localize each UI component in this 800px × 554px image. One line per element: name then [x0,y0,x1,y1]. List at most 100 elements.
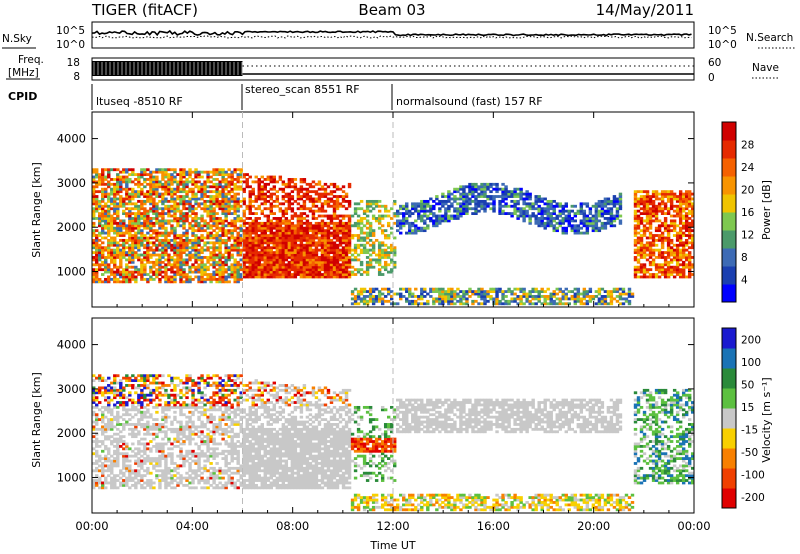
heatmap-cell [188,175,192,179]
heatmap-cell [230,268,234,272]
heatmap-cell [660,234,665,237]
heatmap-cell [194,229,198,233]
heatmap-cell [405,287,409,291]
heatmap-cell [269,251,273,254]
heatmap-cell [639,241,644,245]
heatmap-cell [158,258,162,262]
heatmap-cell [588,207,593,211]
heatmap-cell [152,265,156,269]
heatmap-cell [98,251,102,254]
heatmap-cell [137,224,141,228]
heatmap-cell [92,273,96,276]
heatmap-cell [636,241,641,245]
heatmap-cell [645,192,650,196]
heatmap-cell [146,192,150,196]
heatmap-cell [299,246,304,250]
heatmap-cell [408,229,412,233]
heatmap-cell [305,263,310,267]
heatmap-cell [95,238,99,242]
heatmap-cell [576,231,581,235]
heatmap-cell [399,295,403,298]
heatmap-cell [254,260,258,264]
heatmap-cell [224,185,228,189]
heatmap-cell [107,195,111,198]
heatmap-cell [513,195,517,198]
heatmap-cell [462,199,466,203]
heatmap-cell [666,199,671,203]
heatmap-cell [254,221,258,225]
heatmap-cell [326,234,331,237]
heatmap-cell [386,287,391,291]
heatmap-cell [471,299,475,303]
heatmap-cell [215,280,219,284]
heatmap-cell [317,187,322,191]
heatmap-cell [140,190,144,194]
heatmap-cell [260,192,264,196]
heatmap-cell [290,258,295,262]
heatmap-cell [209,236,213,240]
heatmap-cell [441,290,445,293]
heatmap-cell [537,199,541,203]
heatmap-cell [233,260,237,264]
heatmap-cell [582,217,587,220]
heatmap-cell [432,221,436,225]
heatmap-cell [206,212,210,215]
heatmap-cell [423,199,427,203]
heatmap-cell [690,236,695,240]
cpid-segment-2: stereo_scan 8551 RF [245,83,360,96]
colorbar-tick-label: 12 [741,230,754,242]
heatmap-cell [332,263,337,267]
heatmap-cell [582,292,587,296]
heatmap-cell [281,251,286,254]
heatmap-cell [519,302,523,306]
heatmap-cell [308,268,313,272]
heatmap-cell [320,273,325,276]
heatmap-cell [266,273,270,276]
heatmap-cell [170,178,174,181]
heatmap-cell [134,192,138,196]
heatmap-cell [393,221,397,225]
heatmap-cell [615,199,620,203]
heatmap-cell [113,263,117,267]
heatmap-cell [320,263,325,267]
heatmap-cell [263,226,267,230]
heatmap-cell [158,185,162,189]
heatmap-cell [200,207,204,211]
heatmap-cell [98,190,102,194]
heatmap-cell [651,202,656,206]
heatmap-cell [161,231,165,235]
heatmap-cell [353,234,358,237]
heatmap-cell [537,217,541,220]
heatmap-cell [320,221,325,225]
heatmap-cell [338,273,343,276]
heatmap-cell [606,199,611,203]
heatmap-cell [167,180,171,184]
heatmap-cell [612,197,617,201]
heatmap-cell [113,449,117,453]
heatmap-cell [660,224,665,228]
heatmap-cell [239,229,243,233]
heatmap-cell [645,199,650,203]
heatmap-cell [197,263,201,267]
heatmap-cell [305,243,310,247]
heatmap-cell [302,226,307,230]
heatmap-cell [263,253,267,257]
heatmap-cell [558,214,562,218]
heatmap-cell [597,214,602,218]
heatmap-cell [98,268,102,272]
heatmap-cell [438,221,442,225]
heatmap-cell [290,248,295,252]
heatmap-cell [317,192,322,196]
heatmap-cell [423,287,427,291]
heatmap-cell [257,251,261,254]
heatmap-cell [263,275,267,279]
heatmap-cell [684,199,689,203]
heatmap-cell [254,217,258,220]
heatmap-cell [182,202,186,206]
heatmap-cell [323,243,328,247]
heatmap-cell [209,224,213,228]
heatmap-cell [672,197,677,201]
heatmap-cell [525,292,529,296]
heatmap-cell [408,302,412,306]
heatmap-cell [618,204,623,208]
